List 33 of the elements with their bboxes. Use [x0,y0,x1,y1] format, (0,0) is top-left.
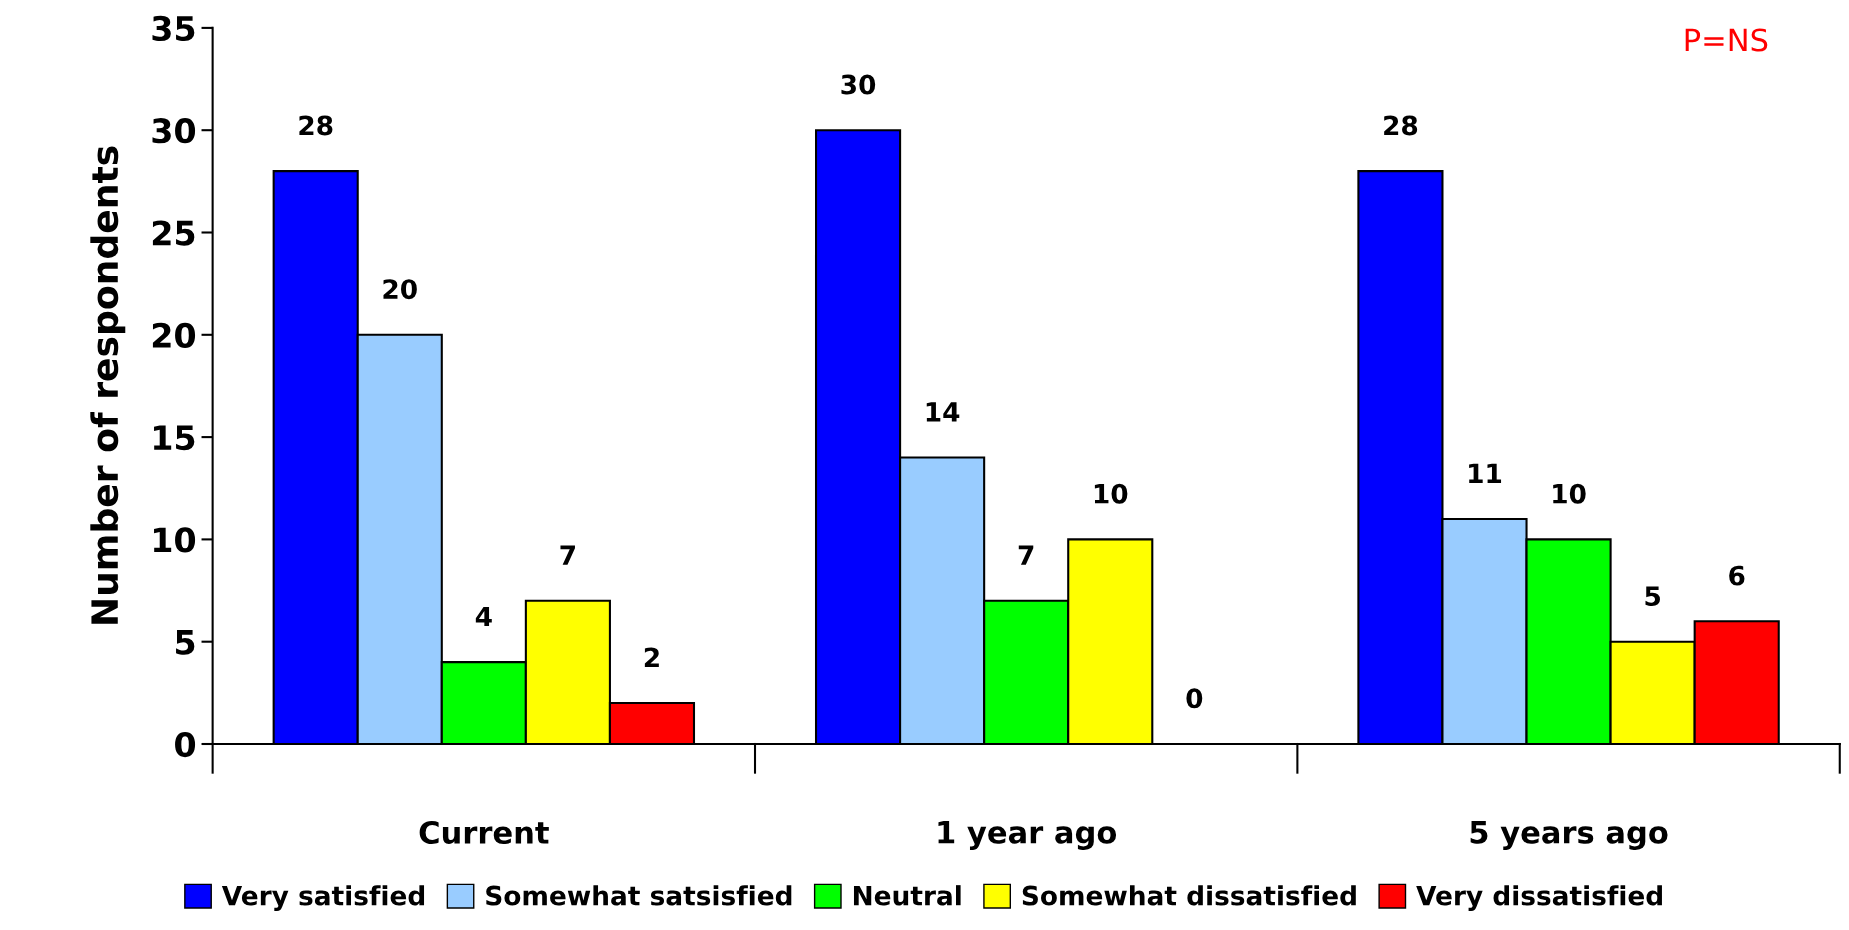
y-axis-title: Number of respondents [90,146,126,624]
y-tick-label: 10 [154,527,196,553]
data-label: 10 [1553,483,1586,504]
y-tick-label: 0 [175,731,196,758]
data-label: 5 [1645,586,1660,607]
data-label: 7 [1018,545,1034,565]
data-label: 28 [1384,115,1418,136]
legend-label: Somewhat dissatisfied [1022,885,1356,906]
data-label: 2 [644,647,659,668]
x-tick-label: 1 year ago [938,821,1117,850]
y-tick-label: 30 [152,118,196,144]
y-tick-label: 15 [154,425,195,451]
data-label: 10 [1094,483,1128,504]
y-tick-label: 25 [152,220,195,246]
data-label: 6 [1729,565,1745,586]
data-label: 30 [841,74,876,95]
data-label: 20 [383,279,417,300]
x-tick-label: Current [419,820,549,845]
legend-label: Somewhat satsisfied [486,885,792,906]
legend-label: Very dissatisfied [1416,885,1662,911]
legend-label: Very satisfied [221,885,425,911]
data-label: 0 [1186,688,1203,709]
x-tick-label: 5 years ago [1470,821,1668,850]
data-label: 28 [299,115,333,136]
data-label: 14 [926,402,960,422]
legend-label: Neutral [853,885,961,906]
y-tick-label: 20 [152,322,196,348]
data-label: 7 [560,545,575,565]
y-tick-label: 5 [176,630,195,655]
data-label: 11 [1469,463,1502,483]
data-label: 4 [475,606,492,627]
annotation: P=NS [1685,28,1768,52]
y-tick-label: 35 [152,15,195,42]
